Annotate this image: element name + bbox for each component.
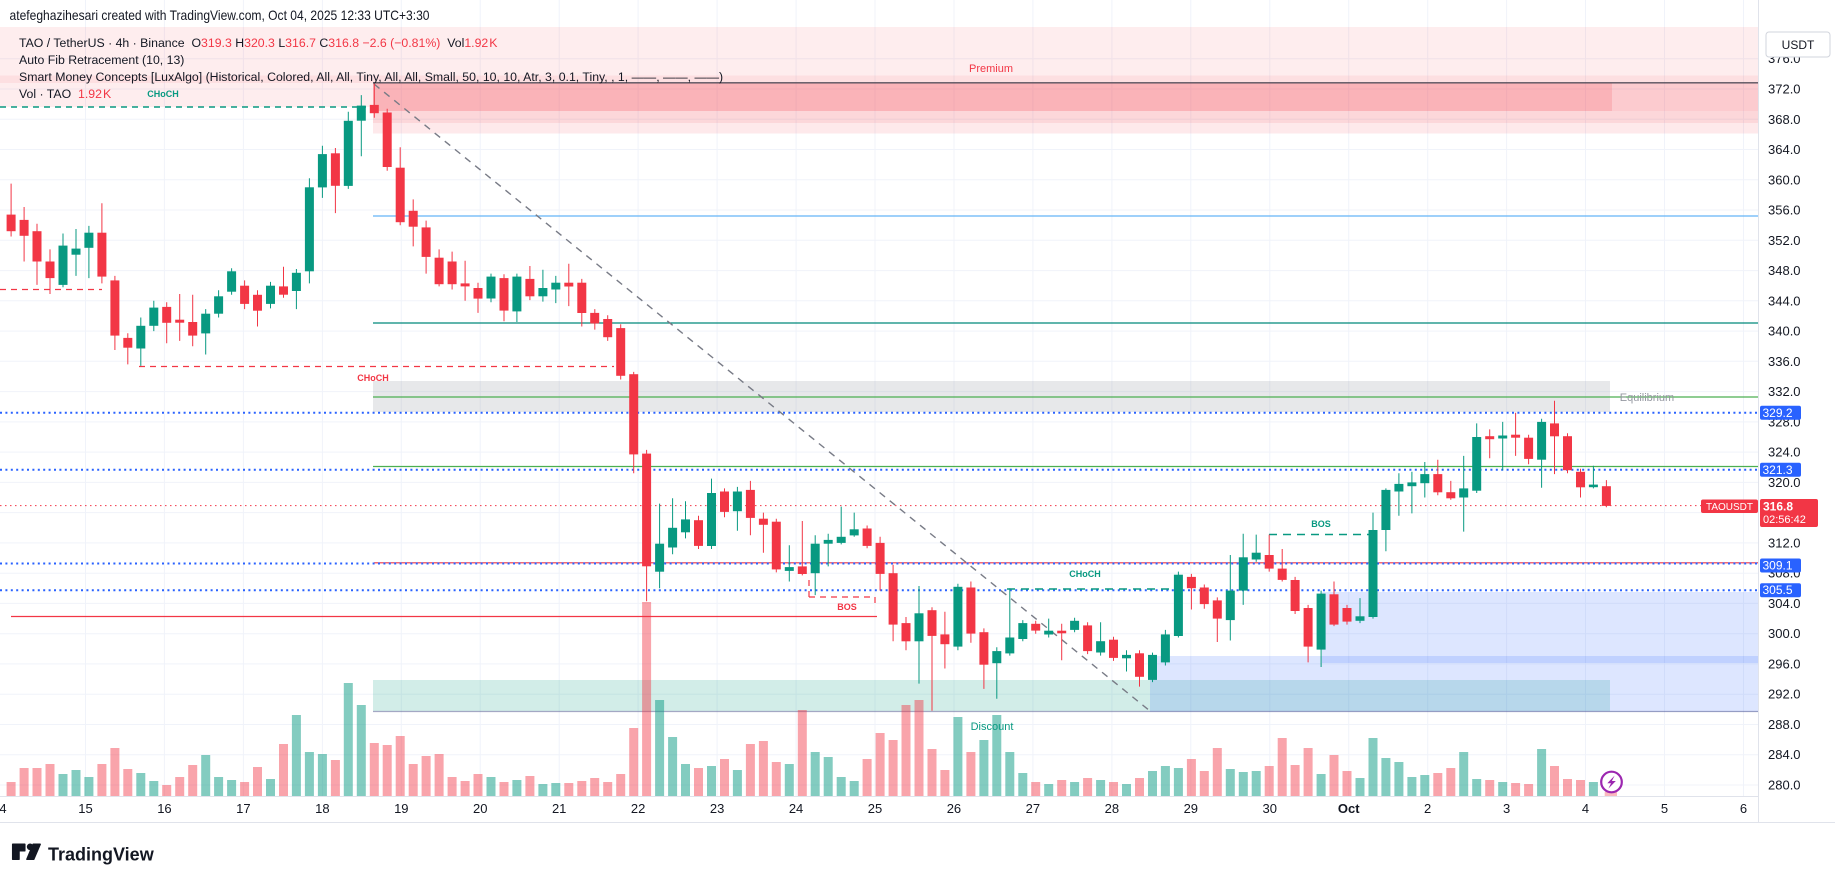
- svg-text:24: 24: [789, 801, 803, 816]
- svg-text:292.0: 292.0: [1768, 687, 1801, 702]
- svg-text:368.0: 368.0: [1768, 112, 1801, 127]
- svg-text:352.0: 352.0: [1768, 233, 1801, 248]
- svg-text:372.0: 372.0: [1768, 82, 1801, 97]
- svg-text:02:56:42: 02:56:42: [1763, 514, 1806, 526]
- svg-text:340.0: 340.0: [1768, 324, 1801, 339]
- svg-text:atefeghazihesari created with: atefeghazihesari created with TradingVie…: [10, 7, 430, 23]
- svg-text:25: 25: [868, 801, 882, 816]
- svg-text:3: 3: [1503, 801, 1510, 816]
- svg-text:321.3: 321.3: [1763, 463, 1793, 477]
- svg-text:30: 30: [1263, 801, 1277, 816]
- svg-text:CHoCH: CHoCH: [357, 373, 389, 383]
- svg-text:21: 21: [552, 801, 566, 816]
- svg-text:BOS: BOS: [837, 602, 857, 612]
- svg-text:BOS: BOS: [1311, 519, 1331, 529]
- svg-text:2: 2: [1424, 801, 1431, 816]
- svg-text:364.0: 364.0: [1768, 142, 1801, 157]
- svg-text:17: 17: [236, 801, 250, 816]
- svg-text:20: 20: [473, 801, 487, 816]
- svg-text:CHoCH: CHoCH: [1069, 569, 1101, 579]
- svg-text:336.0: 336.0: [1768, 354, 1801, 369]
- svg-text:305.5: 305.5: [1763, 583, 1793, 597]
- svg-text:280.0: 280.0: [1768, 777, 1801, 792]
- svg-text:348.0: 348.0: [1768, 263, 1801, 278]
- svg-text:15: 15: [78, 801, 92, 816]
- svg-text:300.0: 300.0: [1768, 626, 1801, 641]
- svg-text:332.0: 332.0: [1768, 384, 1801, 399]
- svg-text:Smart Money Concepts [LuxAlgo]: Smart Money Concepts [LuxAlgo] (Historic…: [19, 70, 723, 84]
- svg-text:27: 27: [1026, 801, 1040, 816]
- svg-text:344.0: 344.0: [1768, 293, 1801, 308]
- svg-text:USDT: USDT: [1782, 38, 1815, 52]
- svg-text:28: 28: [1105, 801, 1119, 816]
- svg-text:19: 19: [394, 801, 408, 816]
- svg-text:5: 5: [1661, 801, 1668, 816]
- svg-text:Auto Fib Retracement (10, 13): Auto Fib Retracement (10, 13): [19, 53, 184, 67]
- svg-text:320.0: 320.0: [1768, 475, 1801, 490]
- svg-text:22: 22: [631, 801, 645, 816]
- svg-text:356.0: 356.0: [1768, 203, 1801, 218]
- svg-text:288.0: 288.0: [1768, 717, 1801, 732]
- svg-text:309.1: 309.1: [1763, 559, 1793, 573]
- svg-text:29: 29: [1184, 801, 1198, 816]
- svg-text:4: 4: [1582, 801, 1589, 816]
- svg-text:TAO / TetherUS · 4h · Binance: TAO / TetherUS · 4h · Binance O319.3 H32…: [19, 36, 498, 50]
- svg-text:296.0: 296.0: [1768, 656, 1801, 671]
- svg-text:329.2: 329.2: [1763, 406, 1793, 420]
- svg-text:304.0: 304.0: [1768, 596, 1801, 611]
- svg-text:312.0: 312.0: [1768, 535, 1801, 550]
- svg-text:16: 16: [157, 801, 171, 816]
- svg-text:26: 26: [947, 801, 961, 816]
- svg-text:6: 6: [1740, 801, 1747, 816]
- svg-text:Equilibrium: Equilibrium: [1620, 392, 1674, 404]
- svg-text:TradingView: TradingView: [48, 845, 155, 865]
- svg-text:284.0: 284.0: [1768, 747, 1801, 762]
- svg-text:23: 23: [710, 801, 724, 816]
- svg-text:324.0: 324.0: [1768, 445, 1801, 460]
- svg-text:Discount: Discount: [971, 721, 1014, 733]
- svg-text:Oct: Oct: [1338, 801, 1360, 816]
- svg-text:Premium: Premium: [969, 63, 1013, 75]
- svg-text:316.8: 316.8: [1763, 500, 1793, 514]
- svg-text:360.0: 360.0: [1768, 172, 1801, 187]
- svg-text:Vol · TAO 1.92 K: Vol · TAO 1.92 K: [19, 87, 112, 101]
- svg-text:18: 18: [315, 801, 329, 816]
- svg-text:CHoCH: CHoCH: [147, 89, 179, 99]
- svg-text:4: 4: [0, 801, 7, 816]
- svg-text:TAOUSDT: TAOUSDT: [1706, 502, 1753, 513]
